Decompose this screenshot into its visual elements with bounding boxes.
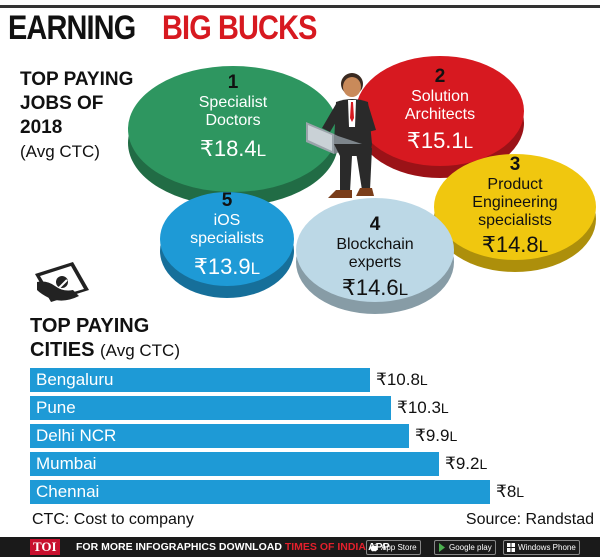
apple-icon (370, 543, 377, 552)
job-rank: 2 (434, 66, 446, 87)
ctc-note: CTC: Cost to company (32, 511, 194, 528)
header-rule (0, 5, 600, 8)
job-value-label: ₹15.1L (406, 128, 474, 153)
footer-brand-name: TIMES OF INDIA (284, 541, 366, 553)
city-bar (30, 424, 409, 448)
title-part1: EARNING (8, 8, 136, 47)
city-name: Bengaluru (36, 370, 114, 389)
footer-bar: TOI FOR MORE INFOGRAPHICS DOWNLOAD TIMES… (0, 537, 600, 557)
footer-promo: FOR MORE INFOGRAPHICS DOWNLOAD TIMES OF … (76, 540, 390, 554)
job-disc-face (160, 192, 294, 286)
city-row: Pune ₹10.3L (30, 396, 461, 420)
job-value-label: ₹18.4L (199, 136, 267, 161)
job-value-label: ₹14.6L (341, 275, 409, 300)
job-name-line: Specialist (198, 94, 268, 111)
job-disc-face (128, 66, 338, 192)
city-name: Pune (36, 398, 76, 417)
play-icon (439, 543, 445, 552)
job-value-label: ₹13.9L (193, 254, 261, 279)
cities-heading-line1: TOP PAYING (30, 315, 150, 337)
cities-heading-sub: (Avg CTC) (100, 341, 180, 360)
city-row: Delhi NCR ₹9.9L (30, 424, 479, 448)
footer-text: FOR MORE INFOGRAPHICS DOWNLOAD (76, 541, 282, 553)
jobs-heading: TOP PAYING JOBS OF 2018 (Avg CTC) (20, 68, 133, 164)
title-part2: BIG BUCKS (161, 8, 317, 47)
city-value-label: ₹9.9L (415, 426, 458, 445)
city-value-label: ₹9.2L (445, 454, 488, 473)
job-name-line: specialists (478, 212, 552, 229)
job-rank: 5 (221, 190, 233, 211)
job-name-line: Doctors (205, 112, 261, 129)
city-name: Mumbai (36, 454, 97, 473)
job-name-line: Solution (411, 88, 469, 105)
city-row: Chennai ₹8L (30, 480, 560, 504)
job-disc-face (356, 56, 524, 166)
city-bar (30, 396, 391, 420)
job-disc-4: 4 Blockchain experts ₹14.6L (296, 198, 454, 314)
job-value-label: ₹14.8L (481, 232, 549, 257)
money-icon (35, 262, 89, 302)
toi-logo: TOI (30, 539, 60, 555)
city-row: Bengaluru ₹10.8L (30, 368, 440, 392)
job-name-line: Architects (404, 106, 476, 123)
cities-heading: TOP PAYING CITIES (Avg CTC) (30, 314, 180, 363)
city-value-label: ₹8L (496, 482, 525, 501)
google-play-badge[interactable]: Google play (434, 540, 496, 555)
job-name-line: Engineering (472, 194, 558, 211)
job-rank: 4 (369, 214, 381, 235)
app-store-badge[interactable]: App Store (366, 540, 421, 555)
page-title: EARNING BIG BUCKS (8, 8, 354, 48)
job-name-line: Product (487, 176, 543, 193)
source-note: Source: Randstad (465, 511, 594, 528)
job-rank: 3 (509, 154, 521, 175)
job-name-line: experts (348, 254, 402, 271)
windows-icon (507, 543, 515, 552)
job-disc-1: 1 Specialist Doctors ₹18.4L (128, 66, 338, 206)
city-row: Mumbai ₹9.2L (30, 452, 509, 476)
job-disc-5: 5 iOS specialists ₹13.9L (160, 190, 294, 298)
job-disc-face (296, 198, 454, 302)
windows-phone-badge[interactable]: Windows Phone (503, 540, 580, 555)
businessman-with-laptop-icon (306, 73, 376, 198)
job-name-line: Blockchain (336, 236, 414, 253)
cities-heading-line2: CITIES (30, 339, 95, 361)
job-disc-3: 3 Product Engineering specialists ₹14.8L (434, 154, 596, 272)
jobs-heading-line2: JOBS OF (20, 93, 104, 114)
city-bar (30, 452, 439, 476)
jobs-heading-sub: (Avg CTC) (20, 142, 100, 161)
city-name: Chennai (36, 482, 100, 501)
job-name-line: specialists (190, 230, 264, 247)
city-value-label: ₹10.8L (376, 370, 428, 389)
job-name-line: iOS (213, 212, 241, 229)
jobs-heading-line3: 2018 (20, 117, 63, 138)
city-name: Delhi NCR (36, 426, 117, 445)
city-value-label: ₹10.3L (397, 398, 449, 417)
jobs-heading-line1: TOP PAYING (20, 69, 134, 90)
job-disc-face (434, 154, 596, 260)
city-bar (30, 480, 490, 504)
city-bar (30, 368, 370, 392)
job-rank: 1 (227, 72, 239, 93)
